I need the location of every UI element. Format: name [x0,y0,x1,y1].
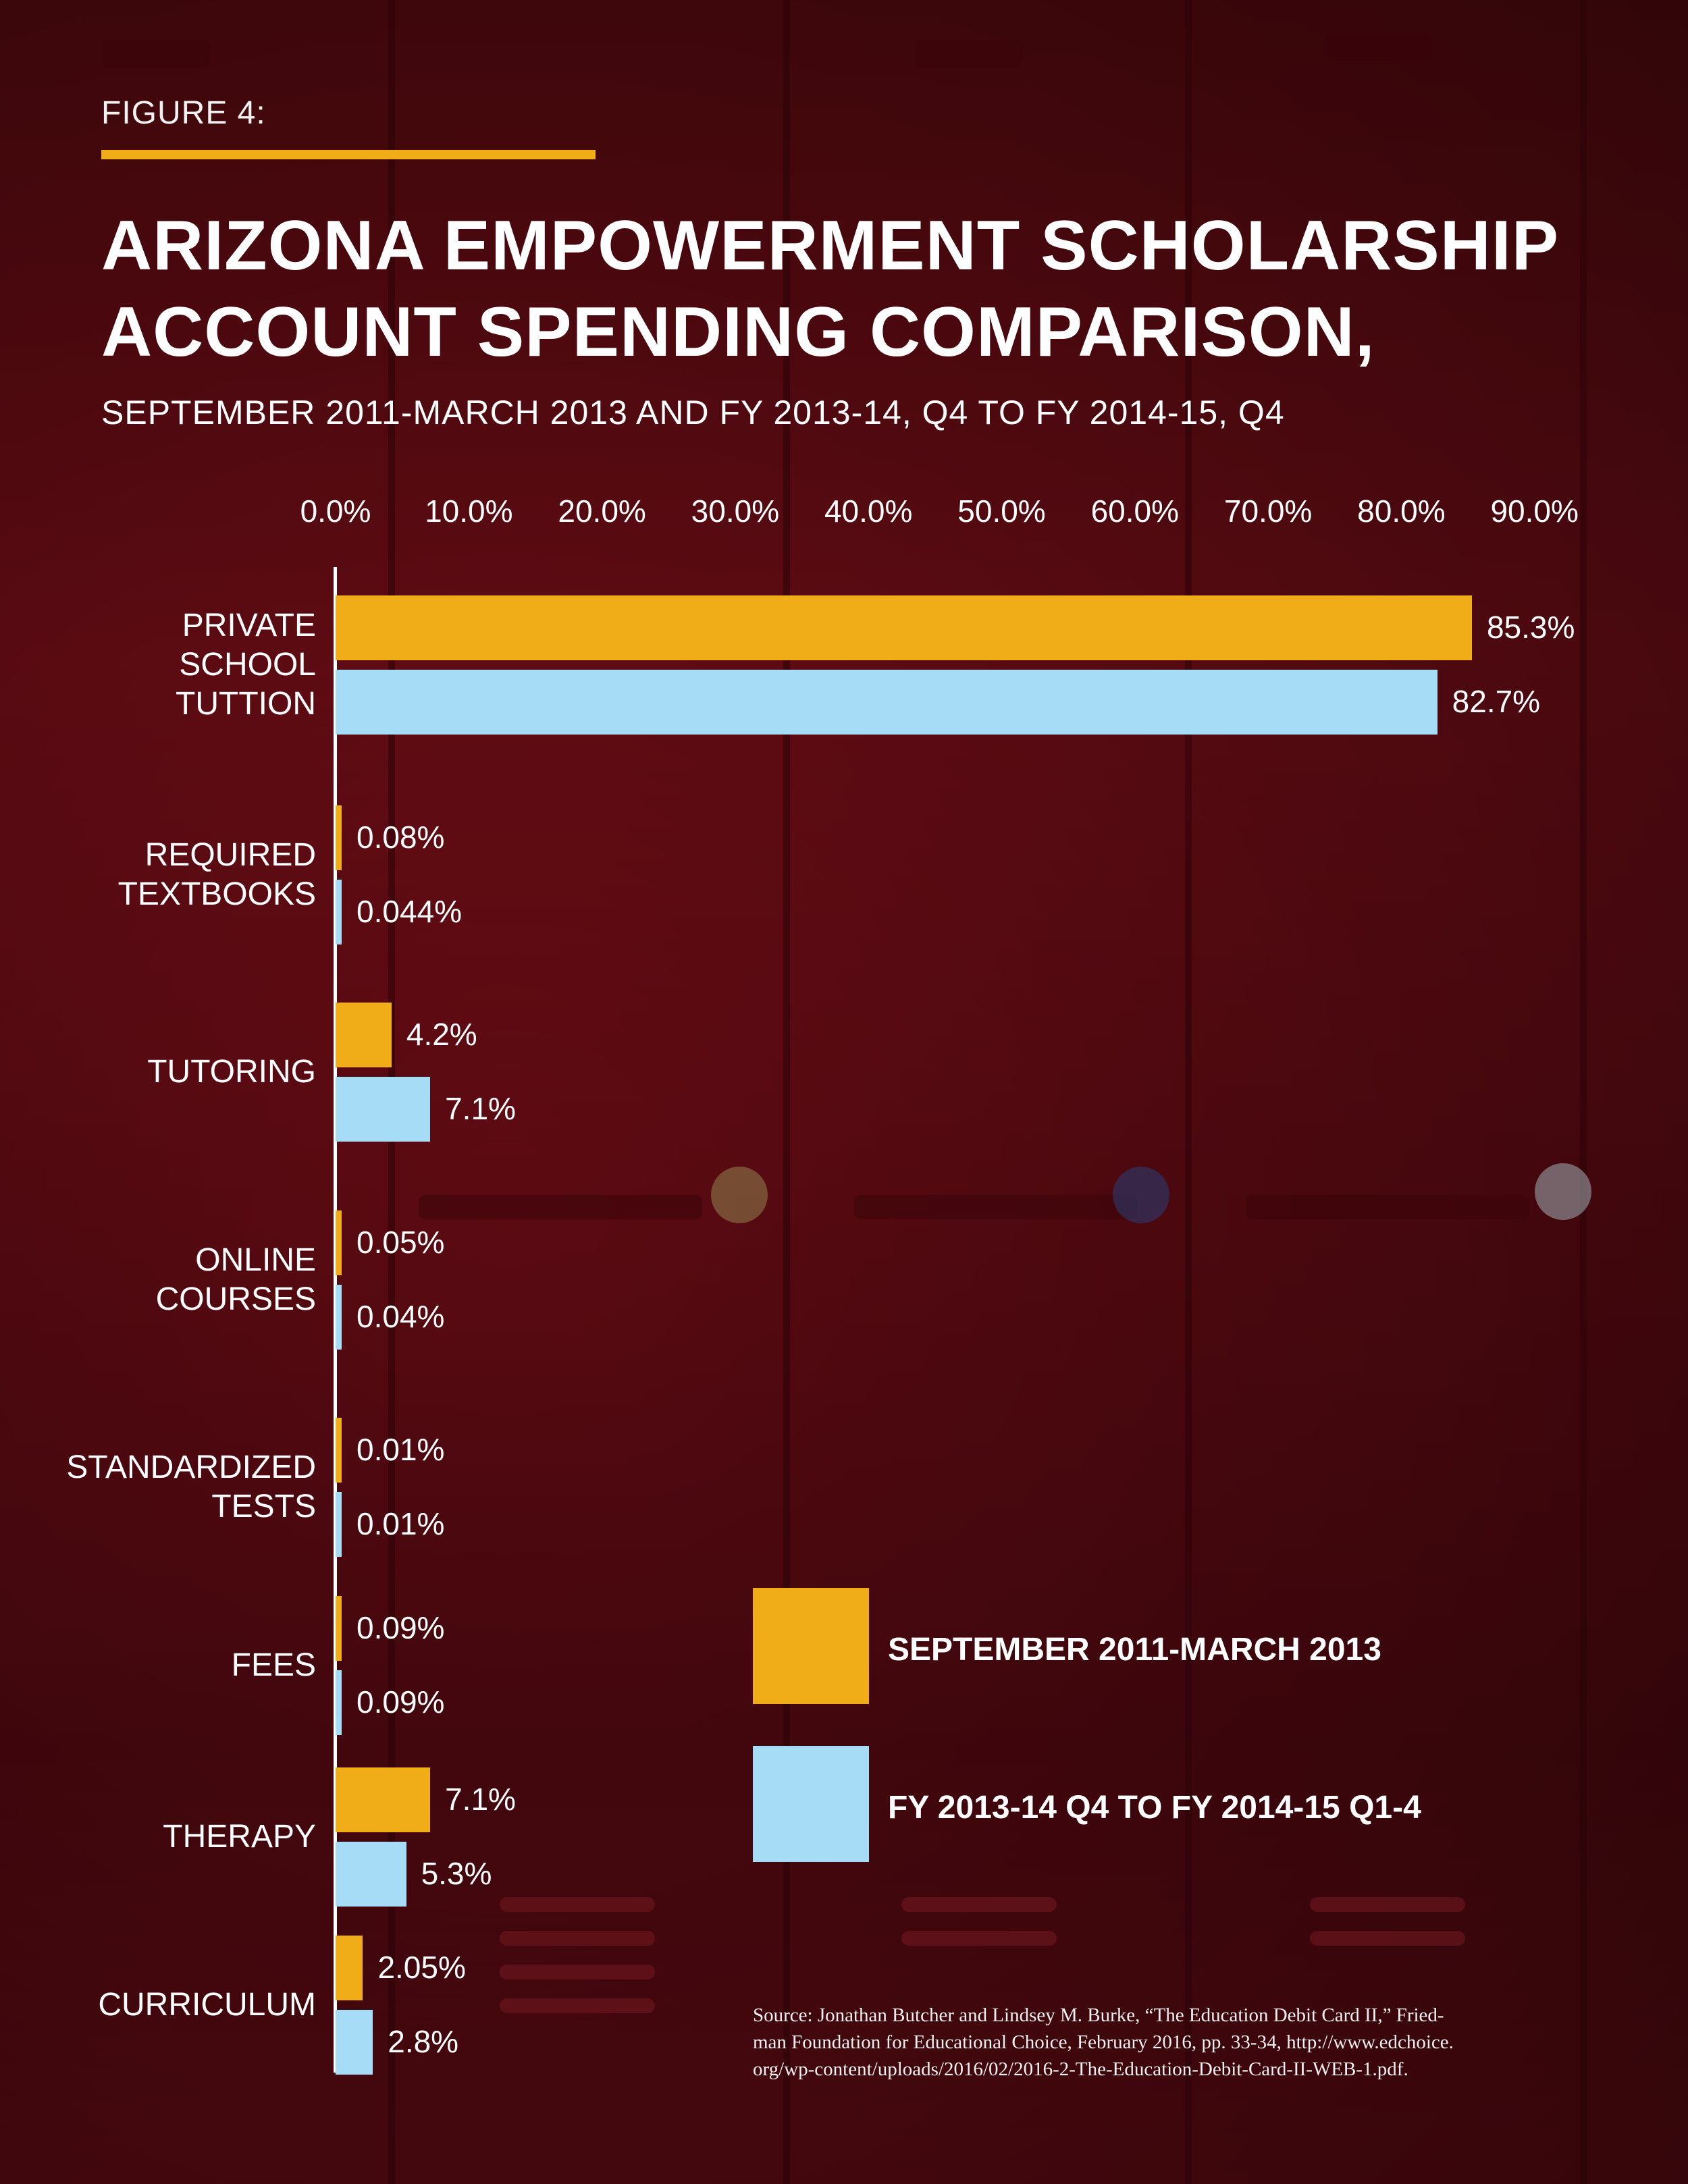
data-label-series0: 7.1% [445,1782,516,1817]
legend-swatch-series0 [753,1588,869,1704]
category-label-line: TEXTBOOKS [117,876,316,912]
figure-label: FIGURE 4: [101,95,266,131]
bar-series0 [336,805,342,870]
data-label-series1: 2.8% [388,2024,459,2059]
bar-series1 [336,1670,342,1735]
category-label-line: FEES [231,1647,316,1683]
data-label-series1: 0.09% [357,1684,445,1720]
figure-rule [101,150,596,159]
category-label-line: TESTS [211,1489,316,1524]
data-label-series0: 0.01% [357,1432,445,1467]
category-label-line: TUTTION [176,686,316,722]
category-label: FEES [32,1646,316,1685]
category-label: STANDARDIZED TESTS [32,1448,316,1526]
bar-series1 [336,1285,342,1350]
category-label-line: REQUIRED [144,837,316,873]
chart-title-line2: ACCOUNT SPENDING COMPARISON, [101,293,1375,371]
x-tick-label: 0.0% [300,494,371,529]
data-label-series1: 82.7% [1452,684,1541,719]
x-tick-label: 70.0% [1223,494,1313,529]
legend-label-series0: SEPTEMBER 2011-MARCH 2013 [888,1632,1381,1668]
bar-series0 [336,1210,342,1275]
bar-series1 [336,1492,342,1557]
data-label-series0: 0.05% [357,1225,445,1260]
x-tick-label: 60.0% [1090,494,1180,529]
legend-swatch-series1 [753,1746,869,1862]
category-label-line: TUTORING [147,1054,316,1090]
x-tick-label: 10.0% [425,494,513,529]
source-line2: man Foundation for Educational Choice, F… [753,2031,1454,2053]
category-label-line: THERAPY [163,1819,316,1855]
data-label-series0: 4.2% [406,1017,477,1052]
data-label-series1: 7.1% [445,1091,516,1126]
x-tick-label: 30.0% [691,494,780,529]
bar-series0 [336,1003,392,1067]
category-label: TUTORING [32,1053,316,1092]
category-label-line: STANDARDIZED [66,1449,316,1485]
bar-series1 [336,1842,406,1907]
bar-series0 [336,595,1472,660]
chart-title-line1: ARIZONA EMPOWERMENT SCHOLARSHIP [101,207,1560,285]
bar-series0 [336,1596,342,1661]
data-label-series1: 0.04% [357,1299,445,1334]
x-tick-label: 80.0% [1357,494,1446,529]
bar-series0 [336,1418,342,1483]
bar-series1 [336,880,342,944]
source-line3: org/wp-content/uploads/2016/02/2016-2-Th… [753,2058,1408,2080]
data-label-series0: 2.05% [377,1950,466,1985]
x-tick-label: 90.0% [1490,494,1579,529]
x-tick-label: 20.0% [558,494,646,529]
data-label-series0: 0.08% [357,820,445,855]
data-label-series1: 0.01% [357,1506,445,1541]
category-label: REQUIRED TEXTBOOKS [32,836,316,914]
category-label: CURRICULUM [32,1986,316,2025]
bar-series0 [336,1936,363,2000]
legend-label-series1: FY 2013-14 Q4 TO FY 2014-15 Q1-4 [888,1790,1421,1826]
data-label-series1: 0.044% [357,894,463,929]
category-label-line: COURSES [155,1281,316,1317]
bar-series0 [336,1767,431,1832]
source-note: Source: Jonathan Butcher and Lindsey M. … [753,2002,1590,2083]
data-label-series1: 5.3% [421,1856,492,1891]
data-label-series0: 85.3% [1486,610,1575,645]
x-tick-label: 50.0% [957,494,1046,529]
category-label-line: PRIVATE [182,608,316,643]
category-label: ONLINE COURSES [32,1241,316,1319]
category-label: PRIVATE SCHOOL TUTTION [32,606,316,724]
source-line1: Source: Jonathan Butcher and Lindsey M. … [753,2004,1444,2026]
category-label: THERAPY [32,1817,316,1857]
chart-subtitle: SEPTEMBER 2011-MARCH 2013 AND FY 2013-14… [101,394,1285,431]
category-label-line: CURRICULUM [98,1987,316,2023]
category-label-line: ONLINE [195,1242,316,1278]
bar-series1 [336,670,1438,735]
y-axis-line [334,567,337,2073]
bar-series1 [336,2010,373,2075]
category-label-line: SCHOOL [179,647,316,683]
x-tick-label: 40.0% [824,494,913,529]
bar-series1 [336,1077,431,1142]
data-label-series0: 0.09% [357,1610,445,1645]
chart-title: ARIZONA EMPOWERMENT SCHOLARSHIP ACCOUNT … [101,203,1620,375]
